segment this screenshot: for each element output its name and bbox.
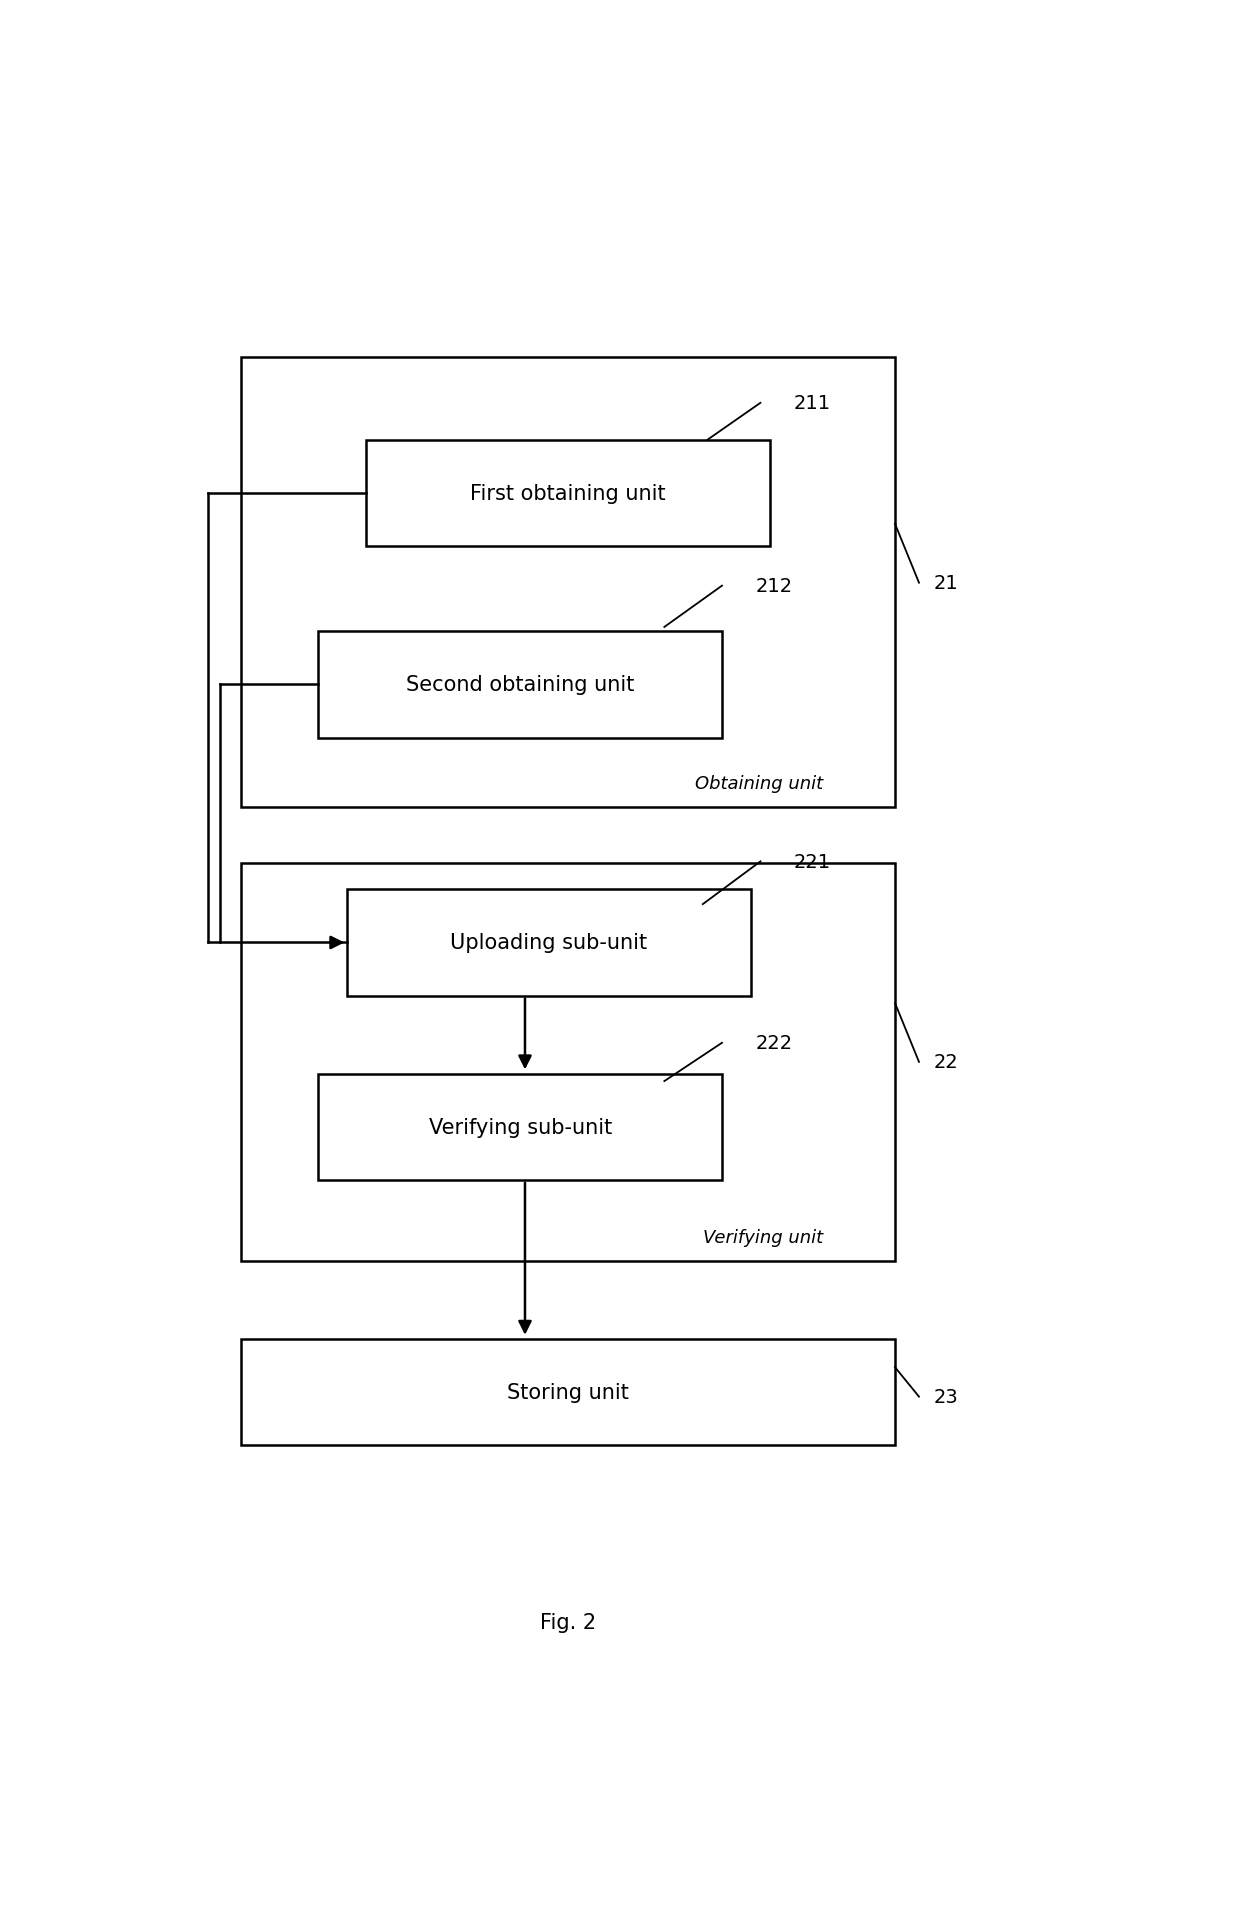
Bar bbox=[242, 1340, 895, 1445]
Text: Verifying sub-unit: Verifying sub-unit bbox=[429, 1118, 611, 1137]
Bar bbox=[242, 863, 895, 1261]
Bar bbox=[319, 1074, 722, 1181]
Text: Second obtaining unit: Second obtaining unit bbox=[405, 676, 635, 695]
Text: 221: 221 bbox=[794, 852, 831, 871]
Bar bbox=[347, 890, 751, 995]
Text: Verifying unit: Verifying unit bbox=[703, 1229, 823, 1246]
Text: First obtaining unit: First obtaining unit bbox=[470, 484, 666, 503]
Text: 23: 23 bbox=[934, 1388, 959, 1407]
Bar bbox=[367, 440, 770, 547]
Text: 222: 222 bbox=[755, 1034, 792, 1053]
Text: Uploading sub-unit: Uploading sub-unit bbox=[450, 932, 647, 953]
Text: 211: 211 bbox=[794, 394, 831, 413]
Text: Fig. 2: Fig. 2 bbox=[541, 1612, 596, 1633]
Bar bbox=[319, 632, 722, 739]
Bar bbox=[242, 358, 895, 808]
Text: Obtaining unit: Obtaining unit bbox=[694, 775, 823, 792]
Text: 22: 22 bbox=[934, 1053, 959, 1072]
Text: 21: 21 bbox=[934, 574, 959, 593]
Text: Storing unit: Storing unit bbox=[507, 1382, 629, 1403]
Text: 212: 212 bbox=[755, 576, 792, 595]
